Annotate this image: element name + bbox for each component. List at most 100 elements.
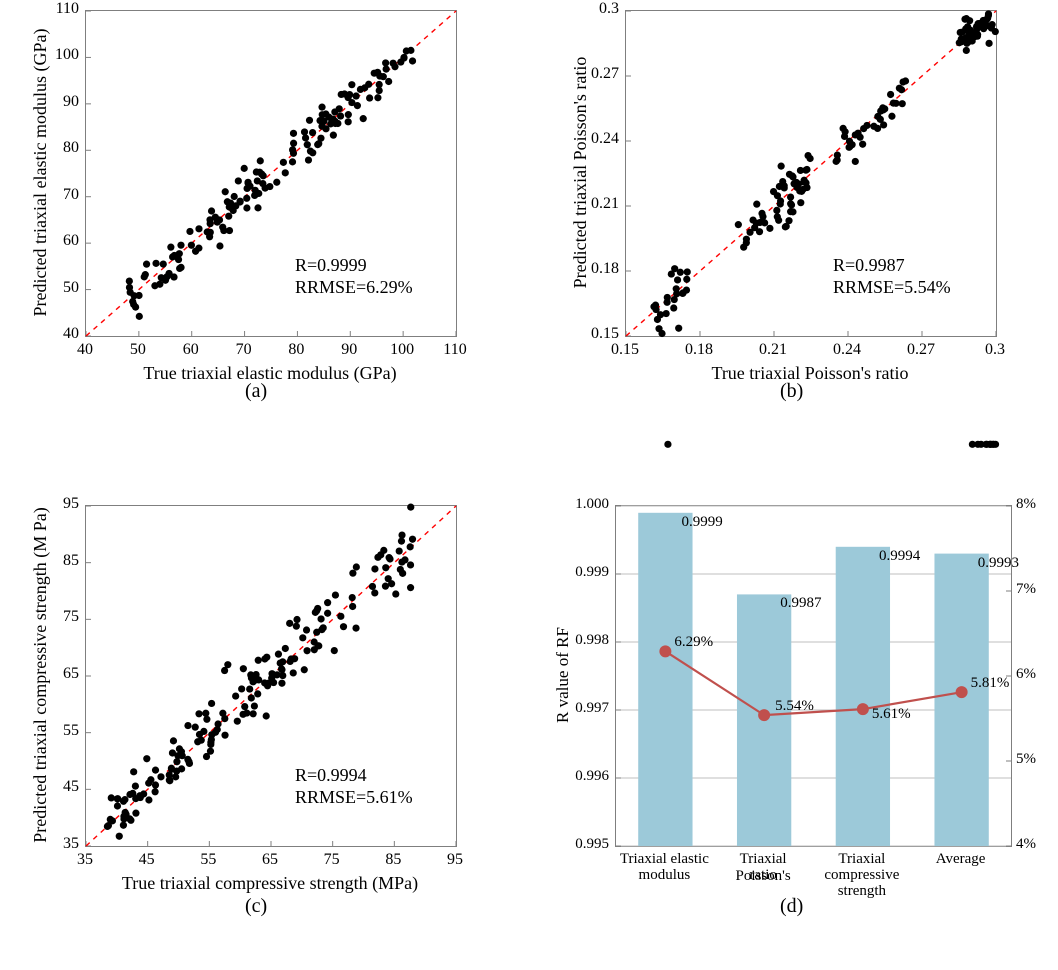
data-point <box>130 301 137 308</box>
data-point <box>126 284 133 291</box>
data-point <box>345 118 352 125</box>
data-point <box>409 536 416 543</box>
data-point <box>652 306 659 313</box>
data-point <box>773 207 780 214</box>
category-label: modulus <box>615 867 714 884</box>
data-point <box>761 219 768 226</box>
data-point <box>126 277 133 284</box>
data-point <box>208 207 215 214</box>
data-point <box>352 625 359 632</box>
data-point <box>282 645 289 652</box>
subplot-caption: (a) <box>245 380 267 403</box>
data-point <box>683 276 690 283</box>
data-point <box>371 565 378 572</box>
data-point <box>304 141 311 148</box>
data-point <box>221 732 228 739</box>
data-point <box>293 616 300 623</box>
data-point <box>170 737 177 744</box>
category-label: compressive <box>813 867 912 884</box>
data-point <box>833 158 840 165</box>
data-point <box>289 146 296 153</box>
data-point <box>163 273 170 280</box>
data-point <box>801 177 808 184</box>
data-point <box>346 91 353 98</box>
x-tick-label: 70 <box>226 341 262 359</box>
data-point <box>176 250 183 257</box>
data-point <box>243 195 250 202</box>
data-point <box>385 78 392 85</box>
data-point <box>203 716 210 723</box>
data-point <box>887 91 894 98</box>
x-tick-label: 60 <box>173 341 209 359</box>
data-point <box>290 130 297 137</box>
x-tick-label: 45 <box>129 851 165 869</box>
x-tick-label: 110 <box>437 341 473 359</box>
y-right-tick-label: 8% <box>1016 496 1036 513</box>
data-point <box>327 120 334 127</box>
data-point <box>403 47 410 54</box>
data-point <box>781 182 788 189</box>
data-point <box>192 724 199 731</box>
data-point <box>331 108 338 115</box>
data-point <box>263 712 270 719</box>
data-point <box>963 47 970 54</box>
bar <box>836 547 890 846</box>
data-point <box>789 172 796 179</box>
data-point <box>306 117 313 124</box>
data-point <box>309 129 316 136</box>
data-point <box>186 228 193 235</box>
data-point <box>753 201 760 208</box>
data-point <box>320 624 327 631</box>
metrics-annotation: R=0.9987 <box>833 255 905 276</box>
data-point <box>250 710 257 717</box>
data-point <box>383 65 390 72</box>
data-point <box>121 796 128 803</box>
data-point <box>317 615 324 622</box>
data-point <box>353 563 360 570</box>
data-point <box>849 141 856 148</box>
data-point <box>386 555 393 562</box>
data-point <box>130 768 137 775</box>
data-point <box>229 202 236 209</box>
chart-svg-d <box>616 506 1011 846</box>
data-point <box>382 564 389 571</box>
data-point <box>874 125 881 132</box>
data-point <box>243 204 250 211</box>
data-point <box>401 556 408 563</box>
y-right-tick-label: 7% <box>1016 581 1036 598</box>
data-point <box>664 294 671 301</box>
data-point <box>141 273 148 280</box>
data-point <box>254 177 261 184</box>
data-point <box>330 132 337 139</box>
data-point <box>840 125 847 132</box>
data-point <box>863 122 870 129</box>
line-data-label: 6.29% <box>674 634 713 651</box>
data-point <box>671 296 678 303</box>
data-point <box>126 791 133 798</box>
data-point <box>280 159 287 166</box>
rrmse-marker <box>759 710 770 721</box>
data-point <box>254 690 261 697</box>
data-point <box>348 81 355 88</box>
data-point <box>287 658 294 665</box>
data-point <box>275 651 282 658</box>
data-point <box>255 657 262 664</box>
data-point <box>207 220 214 227</box>
x-tick-label: 90 <box>331 341 367 359</box>
data-point <box>989 21 996 28</box>
data-point <box>270 679 277 686</box>
data-point <box>248 694 255 701</box>
data-point <box>202 710 209 717</box>
data-point <box>976 20 983 27</box>
data-point <box>382 59 389 66</box>
bar-data-label: 0.9994 <box>879 548 920 565</box>
y-axis-label: Predicted triaxial compressive strength … <box>30 505 51 845</box>
data-point <box>231 193 238 200</box>
data-point <box>224 661 231 668</box>
x-tick-label: 80 <box>278 341 314 359</box>
data-point <box>152 260 159 267</box>
data-point <box>778 163 785 170</box>
data-point <box>654 316 661 323</box>
line-data-label: 5.61% <box>872 706 911 723</box>
data-point <box>361 84 368 91</box>
